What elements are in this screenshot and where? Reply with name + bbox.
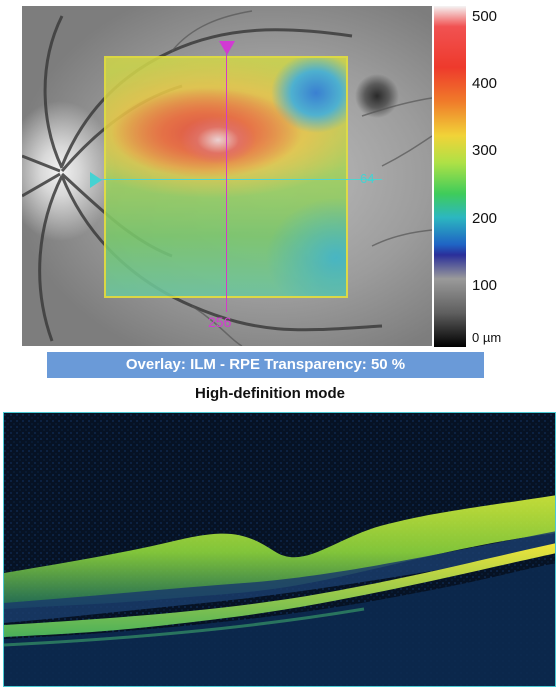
horizontal-scan-label: 64 bbox=[360, 171, 375, 186]
horizontal-scan-marker-icon bbox=[90, 172, 102, 188]
scale-tick-500: 500 bbox=[472, 8, 498, 25]
thickness-color-scale bbox=[434, 6, 466, 347]
vertical-scan-label: 256 bbox=[208, 314, 232, 330]
scale-tick-0: 0 µm bbox=[472, 330, 502, 345]
scale-tick-100: 100 bbox=[472, 277, 498, 294]
scale-tick-200: 200 bbox=[472, 210, 498, 227]
horizontal-scan-line bbox=[92, 179, 382, 180]
overlay-info-bar: Overlay: ILM - RPE Transparency: 50 % bbox=[47, 352, 484, 378]
scale-tick-300: 300 bbox=[472, 142, 498, 159]
scale-tick-400: 400 bbox=[472, 75, 498, 92]
oct-mode-title: High-definition mode bbox=[195, 385, 345, 402]
retinal-vessels bbox=[22, 10, 432, 346]
vertical-scan-line bbox=[226, 42, 227, 312]
fundus-photo: 64 256 bbox=[22, 6, 432, 346]
vertical-scan-marker-icon bbox=[219, 41, 235, 55]
oct-b-scan bbox=[3, 412, 556, 687]
retinal-layers bbox=[4, 413, 555, 686]
